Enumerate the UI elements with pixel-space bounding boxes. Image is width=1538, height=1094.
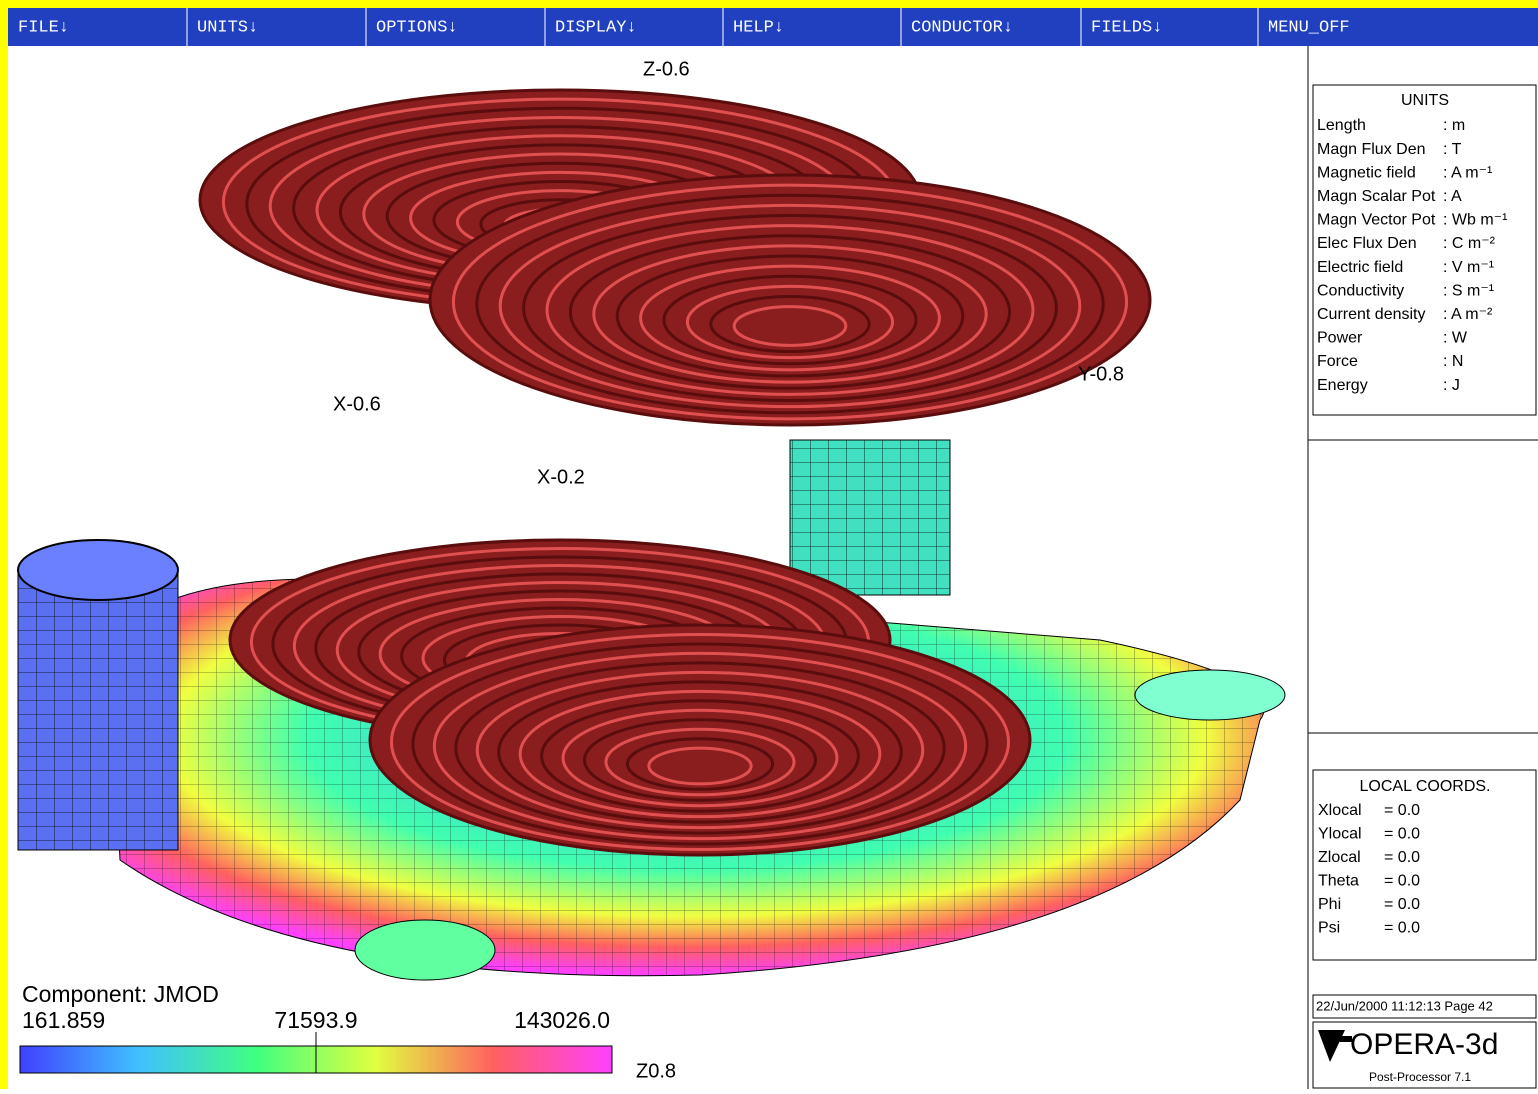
unit-name: Force — [1317, 353, 1358, 370]
unit-name: Magn Scalar Pot — [1317, 188, 1436, 205]
unit-value: : C m⁻² — [1443, 235, 1496, 252]
menu-item[interactable]: FILE↓ — [18, 18, 69, 37]
menu-item[interactable]: CONDUCTOR↓ — [911, 18, 1013, 37]
coords-title: LOCAL COORDS. — [1360, 778, 1491, 795]
axis-label: Z0.8 — [636, 1060, 676, 1082]
menu-item[interactable]: FIELDS↓ — [1091, 18, 1162, 37]
unit-name: Magnetic field — [1317, 164, 1416, 181]
coord-name: Zlocal — [1318, 849, 1361, 866]
menu-item[interactable]: HELP↓ — [733, 18, 784, 37]
logo: OPERA-3d — [1350, 1028, 1498, 1061]
unit-name: Current density — [1317, 306, 1426, 323]
axis-label: X-0.2 — [537, 466, 585, 488]
axis-label: Y-0.8 — [1078, 363, 1124, 385]
menu-item[interactable]: MENU_OFF — [1268, 18, 1350, 37]
unit-name: Energy — [1317, 377, 1368, 394]
coord-value: = 0.0 — [1384, 802, 1420, 819]
unit-name: Magn Flux Den — [1317, 141, 1426, 158]
menu-item[interactable]: OPTIONS↓ — [376, 18, 458, 37]
unit-value: : A — [1443, 188, 1462, 205]
unit-value: : m — [1443, 117, 1465, 134]
coord-value: = 0.0 — [1384, 896, 1420, 913]
unit-value: : J — [1443, 377, 1460, 394]
port-right — [1135, 670, 1285, 720]
screen: FILE↓ UNITS↓ OPTIONS↓ DISPLAY↓ HELP↓ CONDUCTO… — [0, 0, 1538, 1089]
coord-name: Theta — [1318, 873, 1359, 890]
cylinder-left-top — [18, 540, 178, 600]
legend-component: Component: JMOD — [22, 981, 219, 1007]
axis-label: X-0.6 — [333, 393, 381, 415]
coord-value: = 0.0 — [1384, 920, 1420, 937]
unit-name: Power — [1317, 330, 1363, 347]
legend-max: 143026.0 — [514, 1007, 610, 1033]
unit-name: Elec Flux Den — [1317, 235, 1417, 252]
coord-value: = 0.0 — [1384, 826, 1420, 843]
legend-mid: 71593.9 — [274, 1007, 357, 1033]
unit-value: : A m⁻² — [1443, 306, 1493, 323]
coord-value: = 0.0 — [1384, 873, 1420, 890]
frame-left — [0, 0, 8, 1089]
cylinder-back-mesh — [790, 440, 950, 595]
unit-name: Electric field — [1317, 259, 1403, 276]
coord-value: = 0.0 — [1384, 849, 1420, 866]
coord-name: Xlocal — [1318, 802, 1362, 819]
unit-value: : S m⁻¹ — [1443, 282, 1494, 299]
unit-value: : T — [1443, 141, 1462, 158]
unit-value: : N — [1443, 353, 1463, 370]
axis-label: Z-0.6 — [643, 58, 690, 80]
product: Post-Processor 7.1 — [1369, 1070, 1471, 1084]
coord-name: Ylocal — [1318, 826, 1362, 843]
cylinder-left-mesh — [18, 570, 178, 850]
coord-name: Psi — [1318, 920, 1340, 937]
unit-name: Length — [1317, 117, 1366, 134]
menu-item[interactable]: DISPLAY↓ — [555, 18, 637, 37]
unit-value: : Wb m⁻¹ — [1443, 212, 1507, 229]
coord-name: Phi — [1318, 896, 1341, 913]
unit-name: Magn Vector Pot — [1317, 212, 1436, 229]
frame-top — [0, 0, 1538, 8]
date: 22/Jun/2000 11:12:13 Page 42 — [1316, 998, 1493, 1013]
unit-value: : W — [1443, 330, 1468, 347]
port-bottom — [355, 920, 495, 980]
unit-name: Conductivity — [1317, 282, 1404, 299]
units-title: UNITS — [1401, 92, 1449, 109]
unit-value: : V m⁻¹ — [1443, 259, 1494, 276]
unit-value: : A m⁻¹ — [1443, 164, 1492, 181]
legend-min: 161.859 — [22, 1007, 105, 1033]
menu-item[interactable]: UNITS↓ — [197, 18, 258, 37]
